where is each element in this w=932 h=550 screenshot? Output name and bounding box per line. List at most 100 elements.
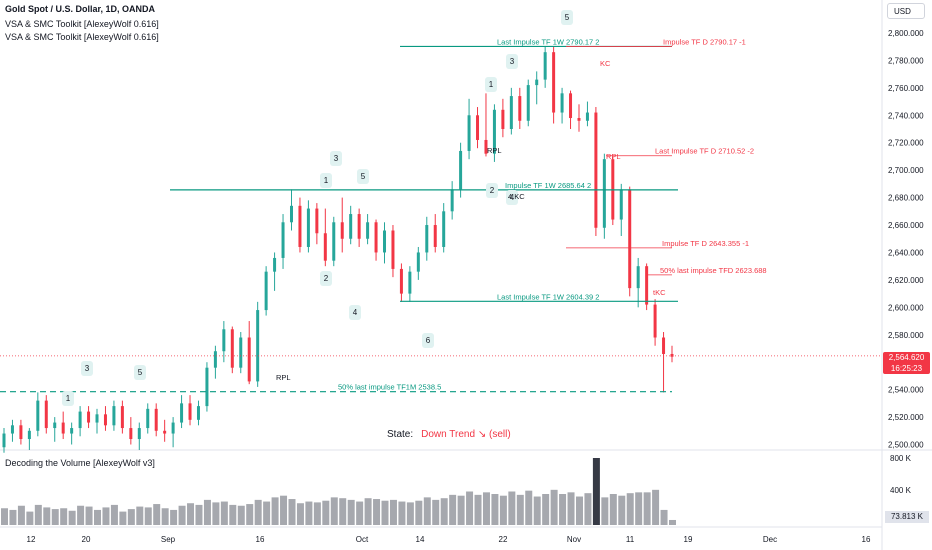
volume-bar bbox=[575, 496, 583, 525]
volume-bar bbox=[170, 509, 178, 525]
y-tick-label: 2,580.000 bbox=[888, 331, 924, 340]
candle-body bbox=[298, 205, 302, 247]
annotation-label: RPL bbox=[487, 146, 502, 155]
volume-bar bbox=[432, 499, 440, 525]
candle-body bbox=[230, 329, 234, 368]
candle-body bbox=[484, 139, 488, 154]
volume-bar bbox=[1, 508, 8, 525]
volume-bar bbox=[144, 507, 152, 525]
candle-body bbox=[61, 422, 65, 434]
volume-bar bbox=[643, 492, 651, 525]
impulse-level-label: 50% last impulse TFD 2623.688 bbox=[660, 266, 767, 275]
y-tick-label: 2,740.000 bbox=[888, 111, 924, 120]
candle-body bbox=[129, 428, 133, 440]
candle-body bbox=[670, 353, 674, 357]
candle-body bbox=[247, 337, 251, 382]
wave-label-box bbox=[486, 183, 498, 198]
x-tick-label: 20 bbox=[82, 535, 91, 544]
volume-bar bbox=[559, 494, 567, 525]
volume-bar bbox=[457, 495, 465, 525]
candle-body bbox=[383, 230, 387, 253]
y-tick-label: 2,720.000 bbox=[888, 139, 924, 148]
candle-body bbox=[619, 189, 623, 220]
candle-body bbox=[518, 96, 522, 121]
candle-body bbox=[306, 208, 310, 247]
volume-bar bbox=[43, 507, 51, 525]
volume-bar bbox=[618, 495, 626, 525]
candle-body bbox=[154, 408, 158, 431]
volume-bar bbox=[280, 495, 288, 525]
impulse-level-label: Impulse TF 1W 2685.64 2 bbox=[505, 181, 591, 190]
candle-body bbox=[264, 271, 268, 311]
indicator-label-1[interactable]: VSA & SMC Toolkit [AlexeyWolf 0.616] bbox=[5, 19, 159, 29]
volume-bar bbox=[406, 502, 414, 525]
wave-label: 3 bbox=[510, 57, 515, 66]
wave-label: 5 bbox=[565, 13, 570, 22]
currency-button[interactable]: USD bbox=[887, 3, 925, 19]
state-label: State: bbox=[387, 429, 414, 440]
candle-body bbox=[281, 222, 285, 258]
candle-body bbox=[492, 109, 496, 154]
candle-body bbox=[196, 406, 200, 420]
volume-bar bbox=[34, 504, 42, 525]
candle-body bbox=[239, 337, 243, 368]
x-tick-label: Oct bbox=[356, 535, 369, 544]
candle-body bbox=[340, 222, 344, 239]
candle-body bbox=[103, 414, 107, 426]
volume-bar bbox=[9, 509, 17, 525]
wave-label-box bbox=[506, 54, 518, 69]
candle-body bbox=[602, 159, 606, 228]
candle-body bbox=[653, 304, 657, 338]
indicator-label-2[interactable]: VSA & SMC Toolkit [AlexeyWolf 0.616] bbox=[5, 32, 159, 42]
volume-panel-title[interactable]: Decoding the Volume [AlexeyWolf v3] bbox=[5, 458, 155, 468]
symbol-title: Gold Spot / U.S. Dollar, 1D, OANDA bbox=[5, 4, 156, 14]
volume-bar bbox=[161, 508, 169, 525]
candle-body bbox=[171, 422, 175, 434]
volume-bar bbox=[51, 509, 59, 525]
candle-body bbox=[399, 268, 403, 294]
wave-label-box bbox=[357, 169, 369, 184]
volume-bar bbox=[601, 497, 609, 525]
volume-bar bbox=[440, 498, 448, 525]
volume-bar bbox=[356, 501, 364, 525]
x-tick-label: 16 bbox=[256, 535, 265, 544]
volume-bar bbox=[212, 502, 220, 525]
y-tick-label: 2,800.000 bbox=[888, 29, 924, 38]
volume-bar bbox=[525, 490, 533, 525]
candle-body bbox=[205, 367, 209, 407]
candle-body bbox=[433, 225, 437, 247]
y-tick-label: 2,660.000 bbox=[888, 221, 924, 230]
volume-tick-label: 400 K bbox=[890, 486, 912, 495]
volume-bar bbox=[271, 497, 279, 525]
candle-body bbox=[569, 93, 573, 119]
candle-body bbox=[323, 233, 327, 261]
wave-label: 6 bbox=[426, 336, 431, 345]
candle-body bbox=[467, 115, 471, 151]
wave-label-box bbox=[330, 151, 342, 166]
volume-bar bbox=[499, 495, 507, 525]
candle-body bbox=[552, 52, 556, 113]
y-tick-label: 2,540.000 bbox=[888, 386, 924, 395]
volume-bar bbox=[77, 505, 85, 525]
impulse-level-label: Impulse TF D 2790.17 -1 bbox=[663, 37, 746, 46]
x-tick-label: 19 bbox=[684, 535, 693, 544]
volume-bar bbox=[94, 509, 102, 525]
volume-bar bbox=[567, 492, 575, 525]
y-tick-label: 2,780.000 bbox=[888, 56, 924, 65]
volume-bar bbox=[153, 504, 161, 525]
volume-bar bbox=[364, 498, 372, 525]
last-price-value: 2,564.620 bbox=[888, 353, 925, 362]
wave-label: 2 bbox=[324, 274, 329, 283]
candle-body bbox=[112, 406, 116, 426]
candle-body bbox=[509, 96, 513, 129]
volume-bar bbox=[474, 494, 482, 525]
volume-bar bbox=[373, 499, 381, 525]
bar-countdown: 16:25:23 bbox=[890, 364, 923, 373]
impulse-level-label: Last Impulse TF D 2710.52 -2 bbox=[655, 147, 754, 156]
volume-bar bbox=[60, 508, 68, 525]
y-tick-label: 2,700.000 bbox=[888, 166, 924, 175]
volume-bar bbox=[533, 496, 541, 525]
candle-body bbox=[36, 400, 40, 431]
candle-body bbox=[213, 351, 217, 368]
